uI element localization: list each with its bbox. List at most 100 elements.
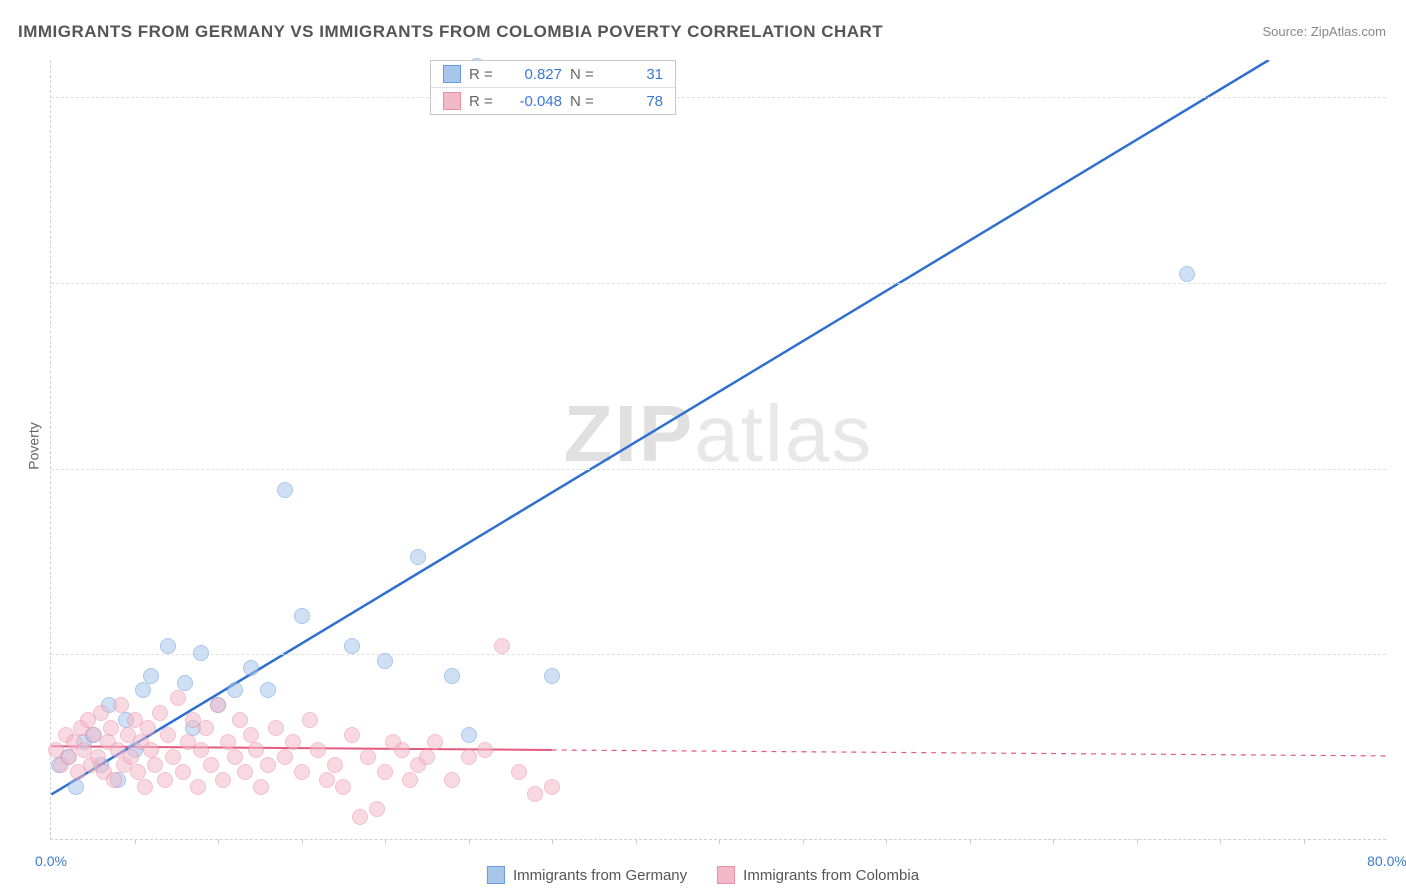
chart-title: IMMIGRANTS FROM GERMANY VS IMMIGRANTS FR… bbox=[18, 22, 883, 42]
scatter-point bbox=[427, 734, 443, 750]
scatter-point bbox=[444, 668, 460, 684]
gridline bbox=[51, 283, 1386, 284]
scatter-point bbox=[544, 779, 560, 795]
x-tick-mark bbox=[1220, 839, 1221, 844]
scatter-point bbox=[220, 734, 236, 750]
legend-row: R =0.827N =31 bbox=[431, 61, 675, 87]
watermark-heavy: ZIP bbox=[564, 389, 694, 478]
x-tick-mark bbox=[970, 839, 971, 844]
scatter-point bbox=[243, 727, 259, 743]
y-axis-label: Poverty bbox=[26, 422, 42, 469]
scatter-point bbox=[461, 727, 477, 743]
series-legend-item: Immigrants from Colombia bbox=[717, 866, 919, 884]
series-name: Immigrants from Germany bbox=[513, 867, 687, 884]
scatter-point bbox=[227, 682, 243, 698]
legend-swatch bbox=[717, 866, 735, 884]
legend-swatch bbox=[443, 65, 461, 83]
scatter-point bbox=[285, 734, 301, 750]
scatter-point bbox=[90, 749, 106, 765]
y-tick-label: 25.0% bbox=[1396, 646, 1406, 662]
scatter-point bbox=[268, 720, 284, 736]
scatter-point bbox=[215, 772, 231, 788]
scatter-point bbox=[402, 772, 418, 788]
x-tick-mark bbox=[719, 839, 720, 844]
scatter-point bbox=[113, 697, 129, 713]
scatter-point bbox=[377, 764, 393, 780]
x-tick-mark bbox=[636, 839, 637, 844]
scatter-point bbox=[253, 779, 269, 795]
legend-r-value: 0.827 bbox=[507, 66, 562, 83]
x-tick-mark bbox=[886, 839, 887, 844]
scatter-point bbox=[198, 720, 214, 736]
scatter-point bbox=[157, 772, 173, 788]
series-legend-item: Immigrants from Germany bbox=[487, 866, 687, 884]
correlation-legend: R =0.827N =31R =-0.048N =78 bbox=[430, 60, 676, 115]
scatter-point bbox=[369, 801, 385, 817]
x-tick-mark bbox=[469, 839, 470, 844]
scatter-point bbox=[123, 749, 139, 765]
scatter-point bbox=[344, 638, 360, 654]
scatter-point bbox=[1179, 266, 1195, 282]
scatter-point bbox=[61, 749, 77, 765]
trend-line-extrapolated bbox=[552, 750, 1386, 756]
scatter-point bbox=[544, 668, 560, 684]
legend-n-label: N = bbox=[570, 93, 600, 110]
scatter-point bbox=[103, 720, 119, 736]
scatter-point bbox=[135, 682, 151, 698]
plot-area: ZIPatlas 25.0%50.0%75.0%100.0%0.0%80.0% bbox=[50, 60, 1386, 840]
scatter-point bbox=[410, 549, 426, 565]
x-tick-mark bbox=[552, 839, 553, 844]
scatter-point bbox=[327, 757, 343, 773]
scatter-point bbox=[344, 727, 360, 743]
scatter-point bbox=[319, 772, 335, 788]
scatter-point bbox=[130, 764, 146, 780]
x-tick-label: 0.0% bbox=[35, 853, 67, 869]
scatter-point bbox=[377, 653, 393, 669]
scatter-point bbox=[385, 734, 401, 750]
watermark-light: atlas bbox=[694, 389, 873, 478]
scatter-point bbox=[243, 660, 259, 676]
scatter-point bbox=[147, 757, 163, 773]
legend-r-label: R = bbox=[469, 93, 499, 110]
y-tick-label: 50.0% bbox=[1396, 461, 1406, 477]
scatter-point bbox=[160, 727, 176, 743]
scatter-point bbox=[137, 779, 153, 795]
x-tick-mark bbox=[1137, 839, 1138, 844]
scatter-point bbox=[302, 712, 318, 728]
scatter-point bbox=[477, 742, 493, 758]
scatter-point bbox=[310, 742, 326, 758]
scatter-point bbox=[160, 638, 176, 654]
x-tick-mark bbox=[803, 839, 804, 844]
scatter-point bbox=[335, 779, 351, 795]
scatter-point bbox=[419, 749, 435, 765]
scatter-point bbox=[177, 675, 193, 691]
legend-n-value: 31 bbox=[608, 66, 663, 83]
scatter-point bbox=[237, 764, 253, 780]
scatter-point bbox=[511, 764, 527, 780]
x-tick-mark bbox=[1304, 839, 1305, 844]
scatter-point bbox=[352, 809, 368, 825]
x-tick-mark bbox=[218, 839, 219, 844]
scatter-point bbox=[527, 786, 543, 802]
scatter-point bbox=[143, 742, 159, 758]
legend-swatch bbox=[487, 866, 505, 884]
scatter-point bbox=[248, 742, 264, 758]
legend-n-value: 78 bbox=[608, 93, 663, 110]
legend-n-label: N = bbox=[570, 66, 600, 83]
chart-container: IMMIGRANTS FROM GERMANY VS IMMIGRANTS FR… bbox=[0, 0, 1406, 892]
scatter-point bbox=[294, 608, 310, 624]
x-tick-mark bbox=[302, 839, 303, 844]
source-link[interactable]: ZipAtlas.com bbox=[1311, 24, 1386, 39]
scatter-point bbox=[260, 682, 276, 698]
scatter-point bbox=[294, 764, 310, 780]
scatter-point bbox=[175, 764, 191, 780]
scatter-point bbox=[210, 697, 226, 713]
trend-lines-layer bbox=[51, 60, 1386, 839]
scatter-point bbox=[444, 772, 460, 788]
legend-swatch bbox=[443, 92, 461, 110]
gridline bbox=[51, 97, 1386, 98]
source-attribution: Source: ZipAtlas.com bbox=[1262, 24, 1386, 39]
scatter-point bbox=[170, 690, 186, 706]
scatter-point bbox=[360, 749, 376, 765]
scatter-point bbox=[165, 749, 181, 765]
